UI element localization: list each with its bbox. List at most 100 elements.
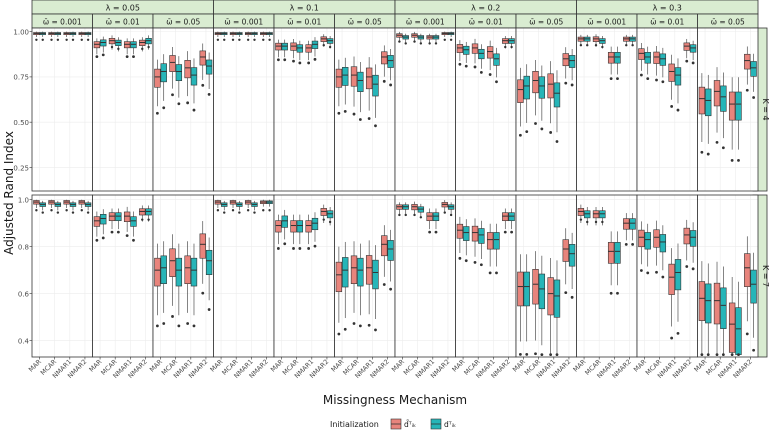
panel-bg-1-10 xyxy=(637,195,698,357)
box-1-7-3-0 xyxy=(502,208,509,234)
outlier-0-7-0-1 xyxy=(464,64,468,68)
omega-label-3-1: ω̄ = 0.01 xyxy=(650,18,684,27)
box-1-10-2-0 xyxy=(668,248,675,340)
box-body-1-7-1-1 xyxy=(478,228,485,244)
box-0-3-0-0 xyxy=(214,31,222,41)
box-0-5-3-1 xyxy=(387,49,394,87)
outlier-0-0-0-0 xyxy=(35,38,38,41)
box-0-10-0-1 xyxy=(644,46,651,81)
box-body-1-10-0-0 xyxy=(638,229,645,248)
outlier-0-9-3-1 xyxy=(631,44,634,47)
outlier-1-2-1-0 xyxy=(171,315,174,318)
box-body-1-8-3-1 xyxy=(568,244,576,267)
box-0-10-0-0 xyxy=(638,43,645,77)
box-0-9-2-0 xyxy=(607,46,615,81)
outlier-1-0-0-1 xyxy=(41,211,44,214)
box-body-0-10-0-1 xyxy=(644,52,651,64)
outlier-0-3-3-1 xyxy=(268,38,271,41)
box-1-4-2-0 xyxy=(305,214,312,250)
box-1-8-3-1 xyxy=(568,232,576,299)
box-1-6-3-1 xyxy=(447,202,455,217)
box-1-5-3-1 xyxy=(387,229,394,291)
legend-label-0: d̃ᵀᵢₖ xyxy=(404,420,416,429)
box-0-6-2-0 xyxy=(426,33,433,45)
omega-label-2-0: ω̄ = 0.001 xyxy=(406,18,445,27)
box-body-0-11-0-1 xyxy=(705,88,712,117)
box-0-0-1-0 xyxy=(48,31,55,41)
box-0-8-0-0 xyxy=(517,67,524,137)
panel-border-0-11 xyxy=(697,27,759,192)
box-1-8-3-0 xyxy=(562,228,569,295)
box-1-11-0-0 xyxy=(698,261,706,357)
box-body-1-11-3-1 xyxy=(750,269,757,304)
outlier-0-5-1-0 xyxy=(352,112,356,116)
box-0-5-3-0 xyxy=(381,45,388,83)
box-1-8-1-0 xyxy=(532,251,539,356)
box-body-1-4-0-1 xyxy=(281,215,288,228)
box-body-1-11-0-1 xyxy=(705,283,712,324)
outlier-0-11-1-0 xyxy=(715,140,719,144)
box-body-0-8-2-1 xyxy=(553,82,561,108)
box-1-11-1-0 xyxy=(713,261,721,357)
outlier-1-5-0-0 xyxy=(337,332,341,336)
outlier-1-1-1-0 xyxy=(110,230,114,234)
box-0-1-1-0 xyxy=(108,35,116,50)
box-1-2-0-1 xyxy=(160,241,167,325)
outlier-1-1-3-0 xyxy=(141,218,144,221)
box-body-1-11-2-1 xyxy=(735,307,742,355)
box-1-1-2-0 xyxy=(123,206,131,238)
box-body-1-9-3-0 xyxy=(623,218,630,230)
box-body-1-9-1-1 xyxy=(599,210,606,219)
box-1-5-2-1 xyxy=(372,245,379,332)
box-body-0-2-0-0 xyxy=(154,68,161,88)
box-body-1-4-3-0 xyxy=(320,208,327,216)
outlier-1-6-1-1 xyxy=(419,216,423,219)
box-body-0-10-1-0 xyxy=(653,51,660,64)
box-body-1-2-1-0 xyxy=(169,248,176,277)
outlier-1-10-1-0 xyxy=(655,270,658,274)
outlier-0-1-1-0 xyxy=(110,45,114,49)
box-body-0-5-2-0 xyxy=(365,67,373,90)
box-0-4-1-1 xyxy=(296,40,304,65)
outlier-1-4-2-1 xyxy=(313,244,317,248)
box-0-2-2-0 xyxy=(184,51,191,105)
box-body-1-8-1-0 xyxy=(532,269,539,305)
box-body-0-7-2-1 xyxy=(493,53,500,66)
box-0-10-3-1 xyxy=(689,40,697,65)
box-1-6-3-0 xyxy=(441,200,448,214)
outlier-0-10-1-0 xyxy=(655,78,658,82)
box-1-9-2-1 xyxy=(614,231,621,295)
box-body-1-11-3-0 xyxy=(744,253,751,287)
outlier-0-7-2-0 xyxy=(488,73,492,76)
outlier-0-4-3-0 xyxy=(322,44,325,47)
box-0-1-0-1 xyxy=(100,36,107,57)
panel-bg-0-8 xyxy=(516,28,577,191)
y-axis-title: Adjusted Rand Index xyxy=(2,131,16,255)
outlier-1-10-3-1 xyxy=(691,267,695,271)
box-1-4-1-0 xyxy=(290,214,297,250)
outlier-0-1-2-0 xyxy=(125,55,129,59)
box-body-0-8-1-0 xyxy=(532,71,539,94)
box-0-5-1-1 xyxy=(357,61,364,121)
outlier-0-11-0-0 xyxy=(700,150,704,154)
box-1-4-0-1 xyxy=(281,209,288,246)
box-body-0-2-2-1 xyxy=(190,67,198,86)
box-1-1-1-0 xyxy=(108,208,116,234)
outlier-0-7-2-1 xyxy=(495,80,498,84)
box-body-1-5-0-1 xyxy=(342,257,349,288)
box-0-8-2-1 xyxy=(553,70,561,143)
box-1-1-3-1 xyxy=(145,205,152,222)
outlier-0-3-1-0 xyxy=(231,38,235,41)
outlier-1-2-1-1 xyxy=(177,324,181,328)
box-body-1-6-2-0 xyxy=(426,212,433,222)
box-0-8-1-0 xyxy=(532,60,539,125)
box-0-5-0-1 xyxy=(342,57,349,113)
box-1-6-2-1 xyxy=(432,208,440,234)
box-0-8-1-1 xyxy=(538,65,546,131)
box-1-0-1-1 xyxy=(54,200,62,214)
box-body-0-5-3-0 xyxy=(381,51,388,65)
box-0-10-1-0 xyxy=(653,46,660,82)
outlier-0-3-0-0 xyxy=(216,38,220,41)
box-body-0-10-1-1 xyxy=(659,53,667,66)
